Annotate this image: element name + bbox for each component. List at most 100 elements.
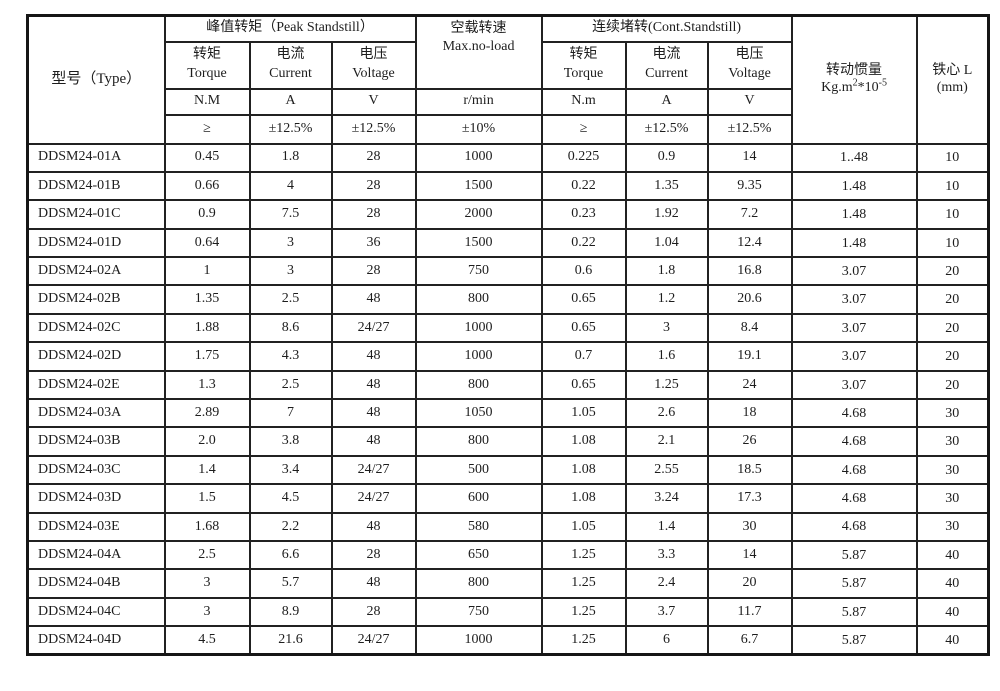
header-peak-voltage: 电压 Voltage <box>330 40 417 90</box>
cell-peak-current: 3 <box>248 256 333 287</box>
cell-core: 10 <box>915 227 990 259</box>
table-row: DDSM24-01A 0.45 1.8 28 1000 0.225 0.9 14 1..48 10 <box>26 142 990 173</box>
cell-cont-current: 1.2 <box>624 284 709 315</box>
cell-cont-current: 1.6 <box>624 341 709 372</box>
cell-peak-voltage: 24/27 <box>330 454 417 486</box>
cell-peak-torque: 0.66 <box>163 170 251 202</box>
cell-peak-torque: 2.5 <box>163 539 251 571</box>
cell-speed: 800 <box>414 568 543 599</box>
cell-cont-current: 1.92 <box>624 199 709 230</box>
cell-type: DDSM24-03C <box>26 454 166 486</box>
cell-peak-current: 2.5 <box>248 369 333 401</box>
cell-peak-torque: 0.45 <box>163 142 251 173</box>
cell-peak-voltage: 24/27 <box>330 625 417 656</box>
table-row: DDSM24-02B 1.35 2.5 48 800 0.65 1.2 20.6 3.07 20 <box>26 284 990 315</box>
cell-cont-torque: 0.23 <box>540 199 627 230</box>
cell-inertia: 4.68 <box>790 398 918 429</box>
cell-cont-torque: 1.08 <box>540 454 627 486</box>
header-peak-group: 峰值转矩（Peak Standstill） <box>163 14 417 43</box>
cell-peak-torque: 3 <box>163 568 251 599</box>
cell-cont-voltage: 24 <box>706 369 793 401</box>
header-inertia-title: 转动惯量 <box>826 63 883 79</box>
cell-speed: 1050 <box>414 398 543 429</box>
cell-cont-voltage: 6.7 <box>706 625 793 656</box>
cell-type: DDSM24-02E <box>26 369 166 401</box>
cell-core: 30 <box>915 398 990 429</box>
tol-cont-voltage: ±12.5% <box>706 113 793 145</box>
cell-peak-torque: 1.88 <box>163 312 251 344</box>
cell-cont-current: 1.25 <box>624 369 709 401</box>
cell-peak-voltage: 48 <box>330 426 417 457</box>
cell-type: DDSM24-03B <box>26 426 166 457</box>
header-core-unit: (mm) <box>936 79 968 95</box>
cell-peak-current: 7 <box>248 398 333 429</box>
cell-peak-voltage: 48 <box>330 398 417 429</box>
cell-cont-torque: 0.22 <box>540 170 627 202</box>
cell-core: 30 <box>915 426 990 457</box>
cell-type: DDSM24-04D <box>26 625 166 656</box>
tol-peak-current: ±12.5% <box>248 113 333 145</box>
cell-peak-torque: 1.4 <box>163 454 251 486</box>
cell-cont-current: 2.55 <box>624 454 709 486</box>
cell-peak-current: 3.4 <box>248 454 333 486</box>
header-inertia: 转动惯量 Kg.m2*10-5 <box>790 14 918 145</box>
header-noload-en: Max.no-load <box>442 38 515 54</box>
cell-cont-current: 0.9 <box>624 142 709 173</box>
cell-core: 30 <box>915 483 990 514</box>
table-row: DDSM24-03C 1.4 3.4 24/27 500 1.08 2.55 18.5 4.68… <box>26 454 990 486</box>
unit-cont-current: A <box>624 87 709 116</box>
cell-peak-voltage: 48 <box>330 341 417 372</box>
table-row: DDSM24-04C 3 8.9 28 750 1.25 3.7 11.7 5.87 40 <box>26 596 990 628</box>
tol-peak-torque: ≥ <box>163 113 251 145</box>
cell-peak-current: 4.3 <box>248 341 333 372</box>
cell-type: DDSM24-03D <box>26 483 166 514</box>
table-row: DDSM24-03D 1.5 4.5 24/27 600 1.08 3.24 17.3 4.68… <box>26 483 990 514</box>
cell-peak-torque: 2.0 <box>163 426 251 457</box>
cell-peak-current: 5.7 <box>248 568 333 599</box>
cell-core: 20 <box>915 256 990 287</box>
table-row: DDSM24-01C 0.9 7.5 28 2000 0.23 1.92 7.2 1.48 10 <box>26 199 990 230</box>
header-cont-group: 连续堵转(Cont.Standstill) <box>540 14 793 43</box>
cell-peak-torque: 1.5 <box>163 483 251 514</box>
cell-peak-voltage: 24/27 <box>330 312 417 344</box>
cell-speed: 800 <box>414 426 543 457</box>
cell-inertia: 3.07 <box>790 341 918 372</box>
cell-core: 10 <box>915 199 990 230</box>
cell-speed: 1500 <box>414 227 543 259</box>
cell-peak-current: 1.8 <box>248 142 333 173</box>
cell-cont-current: 3 <box>624 312 709 344</box>
cell-peak-current: 21.6 <box>248 625 333 656</box>
cell-type: DDSM24-03A <box>26 398 166 429</box>
cell-peak-voltage: 28 <box>330 256 417 287</box>
cell-core: 30 <box>915 511 990 542</box>
table-row: DDSM24-02D 1.75 4.3 48 1000 0.7 1.6 19.1 3.07 20 <box>26 341 990 372</box>
cell-cont-voltage: 18.5 <box>706 454 793 486</box>
cell-core: 10 <box>915 170 990 202</box>
cell-peak-current: 8.6 <box>248 312 333 344</box>
header-type: 型号（Type） <box>26 14 166 145</box>
cell-speed: 650 <box>414 539 543 571</box>
table-row: DDSM24-03B 2.0 3.8 48 800 1.08 2.1 26 4.68 30 <box>26 426 990 457</box>
cell-core: 10 <box>915 142 990 173</box>
cell-inertia: 5.87 <box>790 625 918 656</box>
cell-cont-torque: 1.25 <box>540 539 627 571</box>
cell-type: DDSM24-04C <box>26 596 166 628</box>
cell-peak-voltage: 36 <box>330 227 417 259</box>
cell-cont-torque: 1.08 <box>540 426 627 457</box>
cell-cont-current: 2.6 <box>624 398 709 429</box>
header-core-length: 铁心 L (mm) <box>915 14 990 145</box>
cell-speed: 750 <box>414 256 543 287</box>
cell-inertia: 1..48 <box>790 142 918 173</box>
cell-cont-voltage: 9.35 <box>706 170 793 202</box>
cell-core: 20 <box>915 312 990 344</box>
cell-speed: 500 <box>414 454 543 486</box>
cell-inertia: 3.07 <box>790 312 918 344</box>
cell-cont-voltage: 19.1 <box>706 341 793 372</box>
cell-type: DDSM24-02B <box>26 284 166 315</box>
cell-peak-torque: 1 <box>163 256 251 287</box>
unit-peak-current: A <box>248 87 333 116</box>
tol-speed: ±10% <box>414 113 543 145</box>
cell-speed: 1500 <box>414 170 543 202</box>
tol-cont-current: ±12.5% <box>624 113 709 145</box>
